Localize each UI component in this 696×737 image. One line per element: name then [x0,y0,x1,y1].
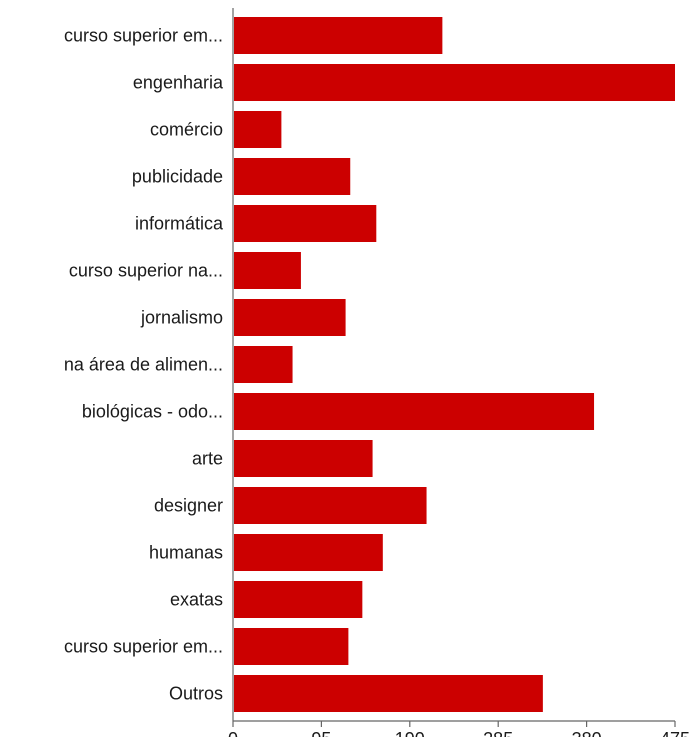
bar [234,628,349,665]
category-label: biológicas - odo... [82,402,223,422]
bar [234,393,595,430]
x-axis-ticks: 0 95 190 285 380 475 [228,721,690,737]
bar [234,158,351,195]
bar [234,675,543,712]
category-label: curso superior em... [64,26,223,46]
category-label: humanas [149,543,223,563]
category-label: curso superior em... [64,637,223,657]
bar [234,534,383,571]
bar [234,299,346,336]
bar [234,17,443,54]
x-tick-label: 190 [395,729,425,737]
category-label: na área de alimen... [64,355,223,375]
category-label: jornalismo [140,308,223,328]
bars [234,17,675,712]
bar [234,64,675,101]
category-label: arte [192,449,223,469]
bar [234,346,293,383]
x-tick-label: 0 [228,729,238,737]
bar [234,581,363,618]
x-tick-label: 95 [311,729,331,737]
bar [234,440,373,477]
x-tick-label: 475 [660,729,690,737]
x-tick-label: 380 [572,729,602,737]
category-label: Outros [169,684,223,704]
category-label: comércio [150,120,223,140]
bar [234,111,282,148]
bar [234,487,427,524]
category-label: curso superior na... [69,261,223,281]
category-label: exatas [170,590,223,610]
category-label: designer [154,496,223,516]
bar [234,252,301,289]
category-label: informática [135,214,224,234]
category-labels: curso superior em... engenharia comércio pu… [64,26,224,704]
x-tick-label: 285 [483,729,513,737]
category-label: publicidade [132,167,223,187]
category-label: engenharia [133,73,224,93]
bar [234,205,377,242]
